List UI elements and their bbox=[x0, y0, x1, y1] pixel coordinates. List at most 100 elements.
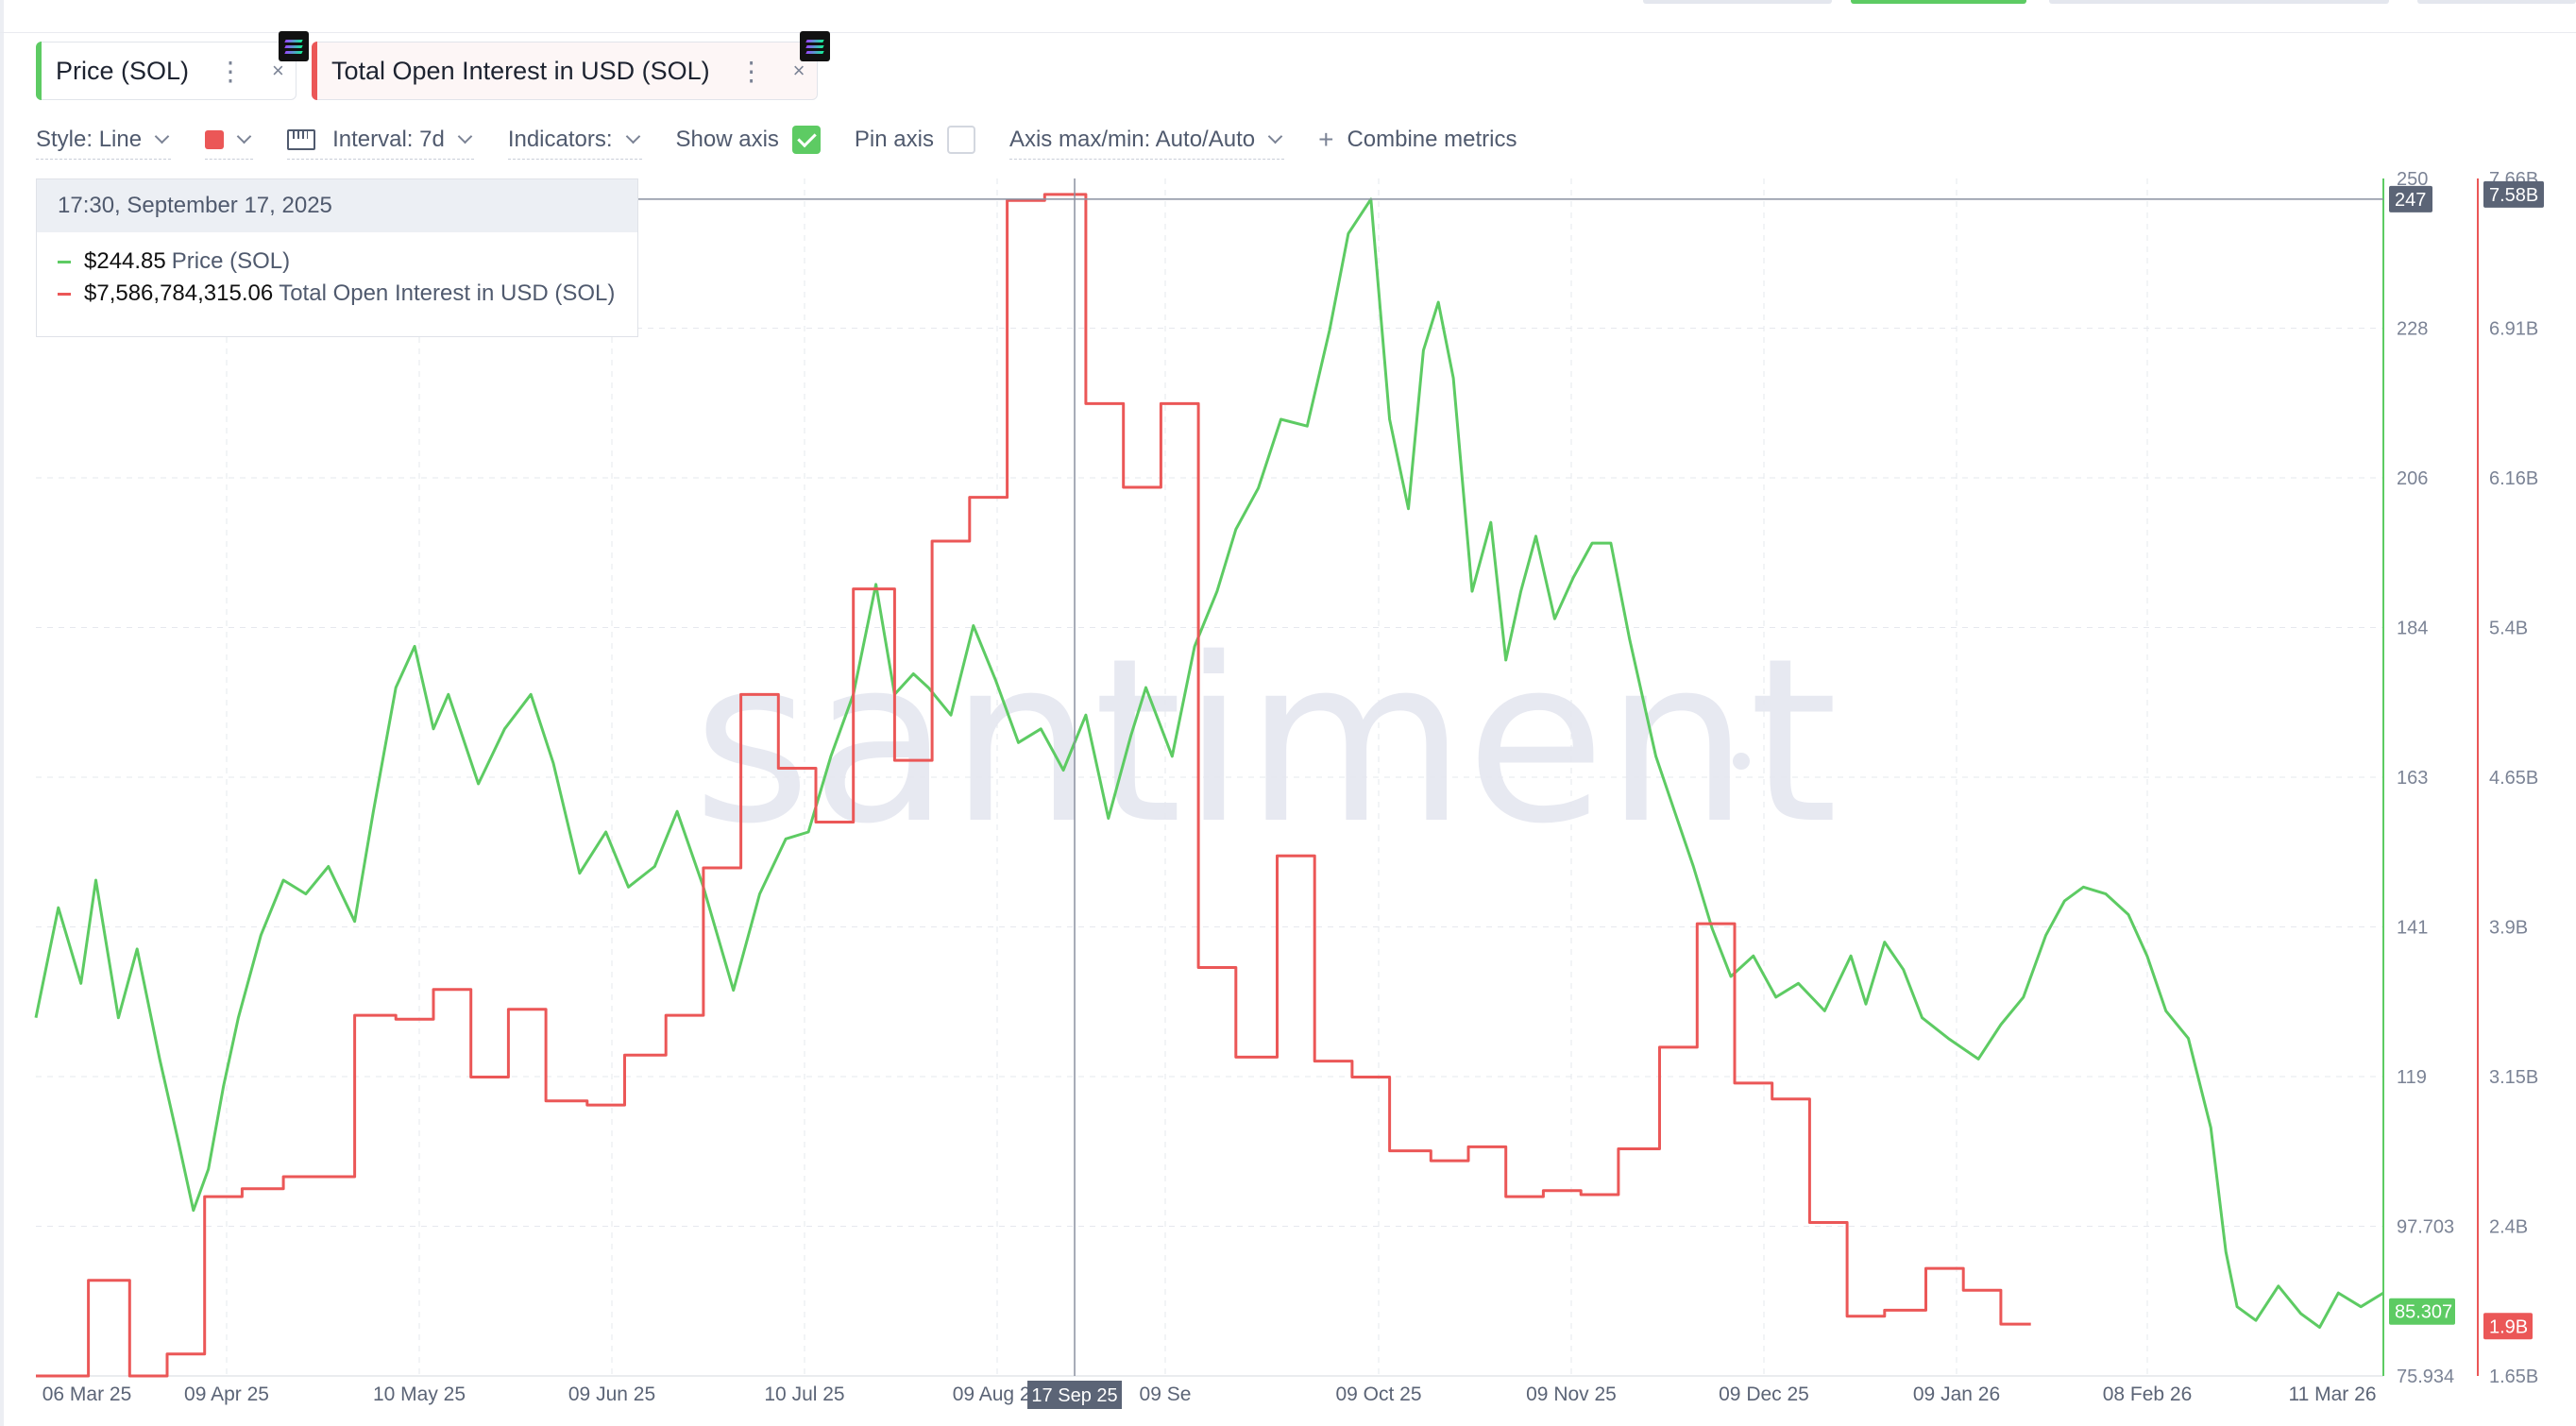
x-tick-label: 08 Feb 26 bbox=[2103, 1384, 2193, 1405]
price-last-badge-text: 85.307 bbox=[2395, 1302, 2452, 1323]
oi-tick-label: 1.65B bbox=[2489, 1367, 2538, 1387]
price-tick-label: 119 bbox=[2397, 1067, 2427, 1088]
x-tick-label: 09 Aug 25 bbox=[953, 1384, 1042, 1405]
interval-label: Interval: 7d bbox=[332, 126, 445, 152]
price-tick-label: 250 bbox=[2397, 169, 2428, 190]
metric-tab-open-interest[interactable]: Total Open Interest in USD (SOL) ⋮ × bbox=[312, 31, 830, 100]
close-icon[interactable]: × bbox=[272, 59, 284, 82]
tooltip-row-open-interest: $7,586,784,315.06 Total Open Interest in… bbox=[58, 278, 637, 310]
open-interest-axis: 7.66B6.91B6.16B5.4B4.65B3.9B3.15B2.4B1.6… bbox=[2489, 169, 2538, 1387]
x-tick-label: 09 Nov 25 bbox=[1526, 1384, 1617, 1405]
price-tick-label: 97.703 bbox=[2397, 1217, 2454, 1238]
price-series-line bbox=[34, 197, 2384, 1329]
tooltip-series-name: Price (SOL) bbox=[171, 248, 291, 274]
show-axis-checkbox[interactable] bbox=[791, 126, 821, 154]
price-tick-label: 228 bbox=[2397, 319, 2428, 340]
x-tick-label: 09 Oct 25 bbox=[1335, 1384, 1421, 1405]
metric-tab-price[interactable]: Price (SOL) ⋮ × bbox=[36, 31, 309, 100]
combine-metrics-label: Combine metrics bbox=[1347, 127, 1517, 152]
price-tick-label: 75.934 bbox=[2397, 1367, 2454, 1387]
solana-logo-icon bbox=[279, 31, 309, 61]
price-tick-label: 141 bbox=[2397, 918, 2428, 939]
price-last-badge-bg bbox=[2389, 1298, 2455, 1325]
oi-tick-label: 3.9B bbox=[2489, 918, 2528, 939]
solana-logo-icon bbox=[800, 31, 830, 61]
style-dropdown[interactable]: Style: Line bbox=[36, 121, 172, 160]
x-tick-label: 10 Jul 25 bbox=[764, 1384, 844, 1405]
oi-cursor-badge-bg bbox=[2483, 180, 2544, 208]
pin-axis-label: Pin axis bbox=[854, 127, 934, 152]
x-tick-label: 06 Mar 25 bbox=[42, 1384, 132, 1405]
x-tick-label: 11 Mar 26 bbox=[2289, 1384, 2377, 1405]
pin-axis-toggle[interactable]: Pin axis bbox=[855, 121, 975, 159]
price-cursor-badge-bg bbox=[2389, 185, 2432, 212]
legend-dash bbox=[58, 292, 71, 296]
tooltip-row-price: $244.85 Price (SOL) bbox=[58, 246, 637, 278]
price-cursor-badge-text: 247 bbox=[2395, 190, 2426, 211]
oi-last-badge-text: 1.9B bbox=[2489, 1316, 2528, 1337]
watermark-dot bbox=[1733, 753, 1750, 770]
axis-maxmin-dropdown[interactable]: Axis max/min: Auto/Auto bbox=[1008, 121, 1285, 160]
legend-dash bbox=[58, 260, 71, 263]
oi-tick-label: 6.91B bbox=[2489, 319, 2538, 340]
tooltip-value: $7,586,784,315.06 bbox=[84, 280, 274, 306]
price-axis: 250 228 206 184 163 141 119 97.703 75.934 bbox=[2397, 169, 2454, 1387]
pin-axis-checkbox[interactable] bbox=[946, 126, 975, 154]
tooltip-date: 17:30, September 17, 2025 bbox=[37, 179, 637, 232]
x-tick-label: 09 Jan 26 bbox=[1913, 1384, 2000, 1405]
price-tick-label: 163 bbox=[2397, 768, 2428, 789]
oi-tick-label: 4.65B bbox=[2489, 768, 2538, 789]
top-header-strip bbox=[0, 0, 2576, 33]
plus-icon: + bbox=[1318, 125, 1334, 154]
oi-tick-label: 6.16B bbox=[2489, 468, 2538, 489]
more-options-icon[interactable]: ⋮ bbox=[737, 56, 765, 86]
left-edge bbox=[0, 0, 4, 1426]
cursor-date-label: 17 Sep 25 bbox=[1031, 1385, 1117, 1406]
price-tick-label: 184 bbox=[2397, 619, 2428, 639]
header-control[interactable] bbox=[2049, 0, 2389, 4]
x-axis: 06 Mar 25 09 Apr 25 10 May 25 09 Jun 25 10 J… bbox=[42, 1384, 2377, 1405]
color-swatch bbox=[205, 129, 225, 149]
header-control[interactable] bbox=[1643, 0, 1832, 4]
oi-tick-label: 5.4B bbox=[2489, 619, 2528, 639]
color-picker[interactable] bbox=[205, 121, 254, 160]
tooltip-series-name: Total Open Interest in USD (SOL) bbox=[279, 280, 616, 306]
metric-color-bar bbox=[36, 42, 42, 100]
x-tick-label: 09 Jun 25 bbox=[568, 1384, 655, 1405]
axis-badges: 247 7.58B 85.307 1.9B bbox=[2389, 180, 2544, 1340]
show-axis-label: Show axis bbox=[675, 127, 779, 152]
header-control-active[interactable] bbox=[1851, 0, 2026, 4]
open-interest-series-line bbox=[36, 193, 2031, 1378]
interval-dropdown[interactable]: Interval: 7d bbox=[287, 121, 474, 160]
oi-cursor-badge-text: 7.58B bbox=[2489, 185, 2538, 206]
style-label: Style: Line bbox=[36, 126, 143, 152]
price-tick-label: 206 bbox=[2397, 468, 2428, 489]
gridlines bbox=[36, 178, 2479, 1377]
series-lines bbox=[34, 193, 2384, 1378]
cursor-date-badge bbox=[1027, 1381, 1123, 1409]
chart-toolbar: Style: Line Interval: 7d Indicators: Sho… bbox=[36, 121, 1551, 160]
more-options-icon[interactable]: ⋮ bbox=[217, 56, 244, 86]
tooltip-value: $244.85 bbox=[84, 248, 166, 274]
watermark-text: santiment bbox=[693, 609, 1839, 874]
combine-metrics-button[interactable]: + Combine metrics bbox=[1318, 121, 1517, 159]
ruler-icon bbox=[287, 128, 316, 150]
chart-tooltip: 17:30, September 17, 2025 $244.85 Price … bbox=[36, 178, 638, 337]
x-tick-label: 09 Se bbox=[1140, 1384, 1192, 1405]
metric-color-bar bbox=[312, 42, 317, 100]
close-icon[interactable]: × bbox=[792, 59, 805, 82]
oi-tick-label: 2.4B bbox=[2489, 1217, 2528, 1238]
oi-last-badge-bg bbox=[2483, 1313, 2533, 1340]
x-tick-label: 09 Dec 25 bbox=[1719, 1384, 1809, 1405]
indicators-dropdown[interactable]: Indicators: bbox=[507, 121, 642, 160]
axis-maxmin-label: Axis max/min: Auto/Auto bbox=[1008, 126, 1256, 152]
x-tick-label: 09 Apr 25 bbox=[184, 1384, 269, 1405]
x-tick-label: 10 May 25 bbox=[373, 1384, 466, 1405]
metric-tab-label: Total Open Interest in USD (SOL) bbox=[331, 56, 710, 85]
metric-tab-label: Price (SOL) bbox=[56, 56, 190, 85]
indicators-label: Indicators: bbox=[507, 126, 613, 152]
oi-tick-label: 3.15B bbox=[2489, 1067, 2538, 1088]
show-axis-toggle[interactable]: Show axis bbox=[676, 121, 821, 159]
header-control[interactable] bbox=[2417, 0, 2576, 4]
